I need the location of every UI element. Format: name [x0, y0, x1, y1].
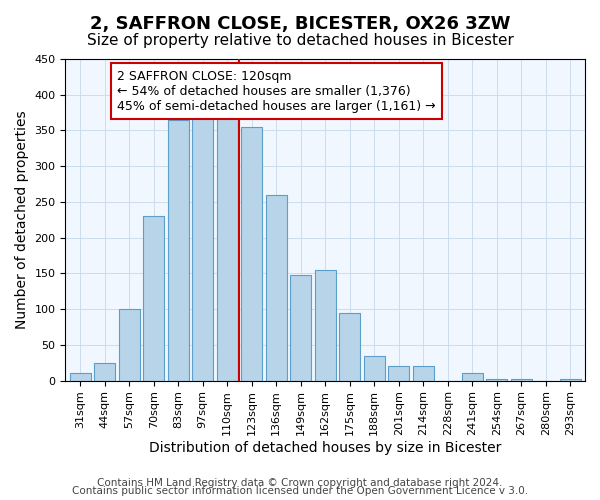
Y-axis label: Number of detached properties: Number of detached properties — [15, 110, 29, 329]
Text: Size of property relative to detached houses in Bicester: Size of property relative to detached ho… — [86, 32, 514, 48]
Bar — [217, 112, 238, 380]
Text: Contains HM Land Registry data © Crown copyright and database right 2024.: Contains HM Land Registry data © Crown c… — [97, 478, 503, 488]
Bar — [560, 379, 581, 380]
Bar — [388, 366, 409, 380]
Bar — [413, 366, 434, 380]
Bar — [70, 374, 91, 380]
Text: Contains public sector information licensed under the Open Government Licence v : Contains public sector information licen… — [72, 486, 528, 496]
Bar — [462, 372, 482, 380]
Bar — [364, 356, 385, 380]
Text: 2, SAFFRON CLOSE, BICESTER, OX26 3ZW: 2, SAFFRON CLOSE, BICESTER, OX26 3ZW — [90, 15, 510, 33]
Bar — [266, 195, 287, 380]
X-axis label: Distribution of detached houses by size in Bicester: Distribution of detached houses by size … — [149, 441, 502, 455]
Bar — [339, 312, 360, 380]
Bar — [511, 379, 532, 380]
Bar — [487, 379, 507, 380]
Bar — [290, 275, 311, 380]
Bar — [192, 116, 213, 380]
Bar — [168, 120, 188, 380]
Bar — [143, 216, 164, 380]
Bar — [119, 309, 140, 380]
Text: 2 SAFFRON CLOSE: 120sqm
← 54% of detached houses are smaller (1,376)
45% of semi: 2 SAFFRON CLOSE: 120sqm ← 54% of detache… — [117, 70, 436, 112]
Bar — [94, 362, 115, 380]
Bar — [241, 127, 262, 380]
Bar — [315, 270, 335, 380]
